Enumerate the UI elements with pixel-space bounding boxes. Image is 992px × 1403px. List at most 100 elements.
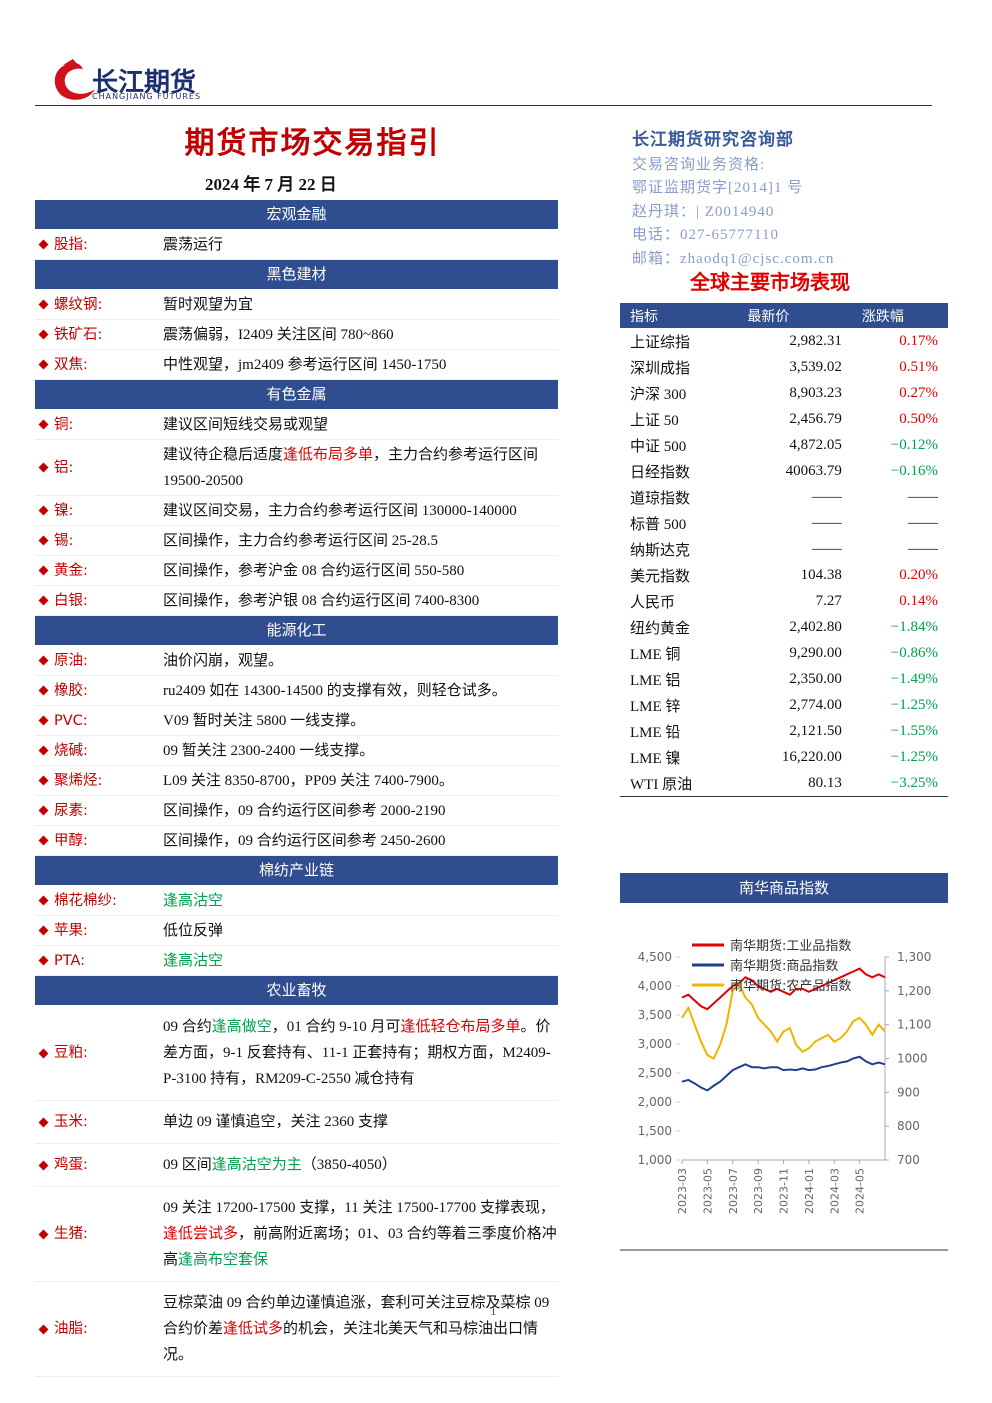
text-segment: ru2409 如在 14300-14500 的支撑有效，则轻仓试多。 xyxy=(163,682,507,699)
strategy-row: PTA: 逢高沽空 xyxy=(35,946,558,976)
dept: 长江期货研究咨询部 xyxy=(632,130,794,149)
market-cell: 深圳成指 xyxy=(630,360,691,377)
strategy-row: 苹果: 低位反弹 xyxy=(35,916,558,946)
commodity-label: 豆粕: xyxy=(35,1040,163,1066)
text-segment: 逢低轻仓布局多单 xyxy=(400,1019,521,1035)
strategy-row: 铜: 建议区间短线交易或观望 xyxy=(35,410,558,440)
commodity-label: 白银: xyxy=(35,588,163,614)
legend-label: 南华期货:工业品指数 xyxy=(730,938,851,954)
text-segment: 09 关注 17200-17500 支撑，11 关注 17500-17700 支… xyxy=(163,1200,555,1216)
section-header: 能源化工 xyxy=(35,616,558,646)
market-cell: LME 铝 xyxy=(630,672,681,689)
market-cell: 纽约黄金 xyxy=(630,620,691,637)
strategy-row: 双焦: 中性观望，jm2409 参考运行区间 1450-1750 xyxy=(35,350,558,380)
y2-tick-label: 1,300 xyxy=(897,950,931,964)
market-cell: 2,982.31 xyxy=(789,332,842,349)
text-segment: 建议待企稳后适度 xyxy=(163,446,284,463)
page-number: 1 xyxy=(490,1303,497,1318)
strategy-text: 震荡运行 xyxy=(163,232,558,258)
commodity-label: 锡: xyxy=(35,528,163,554)
market-cell: −0.12% xyxy=(890,436,938,453)
commodity-label: 原油: xyxy=(35,648,163,674)
text-segment: 的机会，关注北美天气和马棕油出口情况。 xyxy=(163,1321,539,1363)
y-tick-label: 2,500 xyxy=(638,1066,672,1080)
strategy-row: PVC: V09 暂时关注 5800 一线支撑。 xyxy=(35,706,558,736)
market-row: LME 铝 2,350.00 −1.49% xyxy=(620,666,948,692)
strategy-text: 09 关注 17200-17500 支撑，11 关注 17500-17700 支… xyxy=(163,1195,558,1273)
text-segment: 暂时观望为宜 xyxy=(163,296,254,313)
text-segment: 区间操作，09 合约运行区间参考 2450-2600 xyxy=(163,832,446,849)
market-title: 全球主要市场表现 xyxy=(690,270,850,294)
commodity-label: 鸡蛋: xyxy=(35,1152,163,1178)
section: 能源化工 原油: 油价闪崩，观望。 橡胶: ru2409 如在 14300-14500 … xyxy=(35,616,558,856)
text-segment: 油价闪崩，观望。 xyxy=(163,652,284,669)
column-header: 最新价 xyxy=(737,303,852,328)
market-cell: 80.13 xyxy=(737,770,852,797)
text-segment: 。价差方面，9-1 反套持有、11-1 正套持有；期权方面，M2409-P-31… xyxy=(163,1019,551,1087)
strategy-row: 螺纹钢: 暂时观望为宜 xyxy=(35,290,558,320)
market-cell: —— xyxy=(811,514,842,531)
market-cell: —— xyxy=(908,488,938,505)
strategy-text: 油价闪崩，观望。 xyxy=(163,648,558,674)
y2-tick-label: 700 xyxy=(897,1153,920,1167)
text-segment: 逢高做空 xyxy=(211,1019,272,1035)
commodity-label: 铝: xyxy=(35,455,163,481)
series-line xyxy=(681,982,886,1060)
market-cell: 8,903.23 xyxy=(789,384,842,401)
x-tick-label: 2023-07 xyxy=(727,1168,740,1214)
strategy-text: 区间操作，参考沪银 08 合约运行区间 7400-8300 xyxy=(163,588,558,614)
commodity-label: 玉米: xyxy=(35,1109,163,1135)
y2-tick-label: 1000 xyxy=(897,1052,928,1066)
strategy-text: 09 区间逢高沽空为主（3850-4050） xyxy=(163,1152,558,1178)
strategy-row: 豆粕: 09 合约逢高做空，01 合约 9-10 月可逢低轻仓布局多单。价差方面，… xyxy=(35,1006,558,1101)
text-segment: 建议区间交易，主力合约参考运行区间 130000-140000 xyxy=(163,502,517,519)
section-header: 有色金属 xyxy=(35,380,558,410)
market-cell: −0.16% xyxy=(890,462,938,479)
market-row: 标普 500 —— —— xyxy=(620,510,948,536)
commodity-label: 黄金: xyxy=(35,558,163,584)
strategy-row: 甲醇: 区间操作，09 合约运行区间参考 2450-2600 xyxy=(35,826,558,856)
market-row: 纽约黄金 2,402.80 −1.84% xyxy=(620,614,948,640)
strategy-text: 低位反弹 xyxy=(163,918,558,944)
commodity-label: 生猪: xyxy=(35,1221,163,1247)
y-tick-label: 1,000 xyxy=(638,1153,672,1167)
market-cell: —— xyxy=(811,488,842,505)
market-cell: 上证 50 xyxy=(630,412,679,429)
text-segment: ，01 合约 9-10 月可 xyxy=(271,1019,401,1035)
section-header: 宏观金融 xyxy=(35,200,558,230)
market-cell: 日经指数 xyxy=(630,464,691,481)
text-segment: 09 合约 xyxy=(163,1019,212,1035)
strategy-row: 黄金: 区间操作，参考沪金 08 合约运行区间 550-580 xyxy=(35,556,558,586)
strategy-row: 白银: 区间操作，参考沪银 08 合约运行区间 7400-8300 xyxy=(35,586,558,616)
strategy-text: 区间操作，09 合约运行区间参考 2000-2190 xyxy=(163,798,558,824)
commodity-label: 聚烯烃: xyxy=(35,768,163,794)
market-cell: —— xyxy=(908,540,938,557)
market-row: 上证综指 2,982.31 0.17% xyxy=(620,328,948,354)
market-cell: 2,350.00 xyxy=(789,670,842,687)
market-cell: LME 铜 xyxy=(630,646,681,663)
text-segment: 建议区间短线交易或观望 xyxy=(163,416,329,433)
strategy-text: 逢高沽空 xyxy=(163,948,558,974)
market-row: 美元指数 104.38 0.20% xyxy=(620,562,948,588)
market-cell: −1.25% xyxy=(890,748,938,765)
strategy-row: 锡: 区间操作，主力合约参考运行区间 25-28.5 xyxy=(35,526,558,556)
market-row: 中证 500 4,872.05 −0.12% xyxy=(620,432,948,458)
chart: 1,000 1,500 2,000 2,500 3,000 3,500 4,000 4,500… xyxy=(620,938,948,1251)
text-segment: 区间操作，09 合约运行区间参考 2000-2190 xyxy=(163,802,446,819)
commodity-label: 橡胶: xyxy=(35,678,163,704)
logo-text: 长江期货 xyxy=(92,68,197,98)
market-cell: 40063.79 xyxy=(785,462,842,479)
x-tick-label: 2023-03 xyxy=(676,1168,689,1214)
contact-line: 赵丹琪：| Z0014940 xyxy=(632,203,775,220)
strategy-text: 中性观望，jm2409 参考运行区间 1450-1750 xyxy=(163,352,558,378)
strategy-row: 烧碱: 09 暂关注 2300-2400 一线支撑。 xyxy=(35,736,558,766)
contact-line: 交易咨询业务资格: xyxy=(632,156,766,173)
market-cell: 中证 500 xyxy=(630,438,687,455)
market-table: 指标 最新价 涨跌幅 上证综指 2,982.31 0.17% 深圳成指 3,539.02 0.5… xyxy=(620,303,948,797)
market-cell: 2,121.50 xyxy=(789,722,842,739)
doc-title: 期货市场交易指引 xyxy=(184,126,441,161)
y-tick-label: 3,500 xyxy=(638,1008,672,1022)
text-segment: 区间操作，主力合约参考运行区间 25-28.5 xyxy=(163,532,438,549)
market-cell: −1.55% xyxy=(890,722,938,739)
x-tick-label: 2023-05 xyxy=(701,1168,714,1214)
